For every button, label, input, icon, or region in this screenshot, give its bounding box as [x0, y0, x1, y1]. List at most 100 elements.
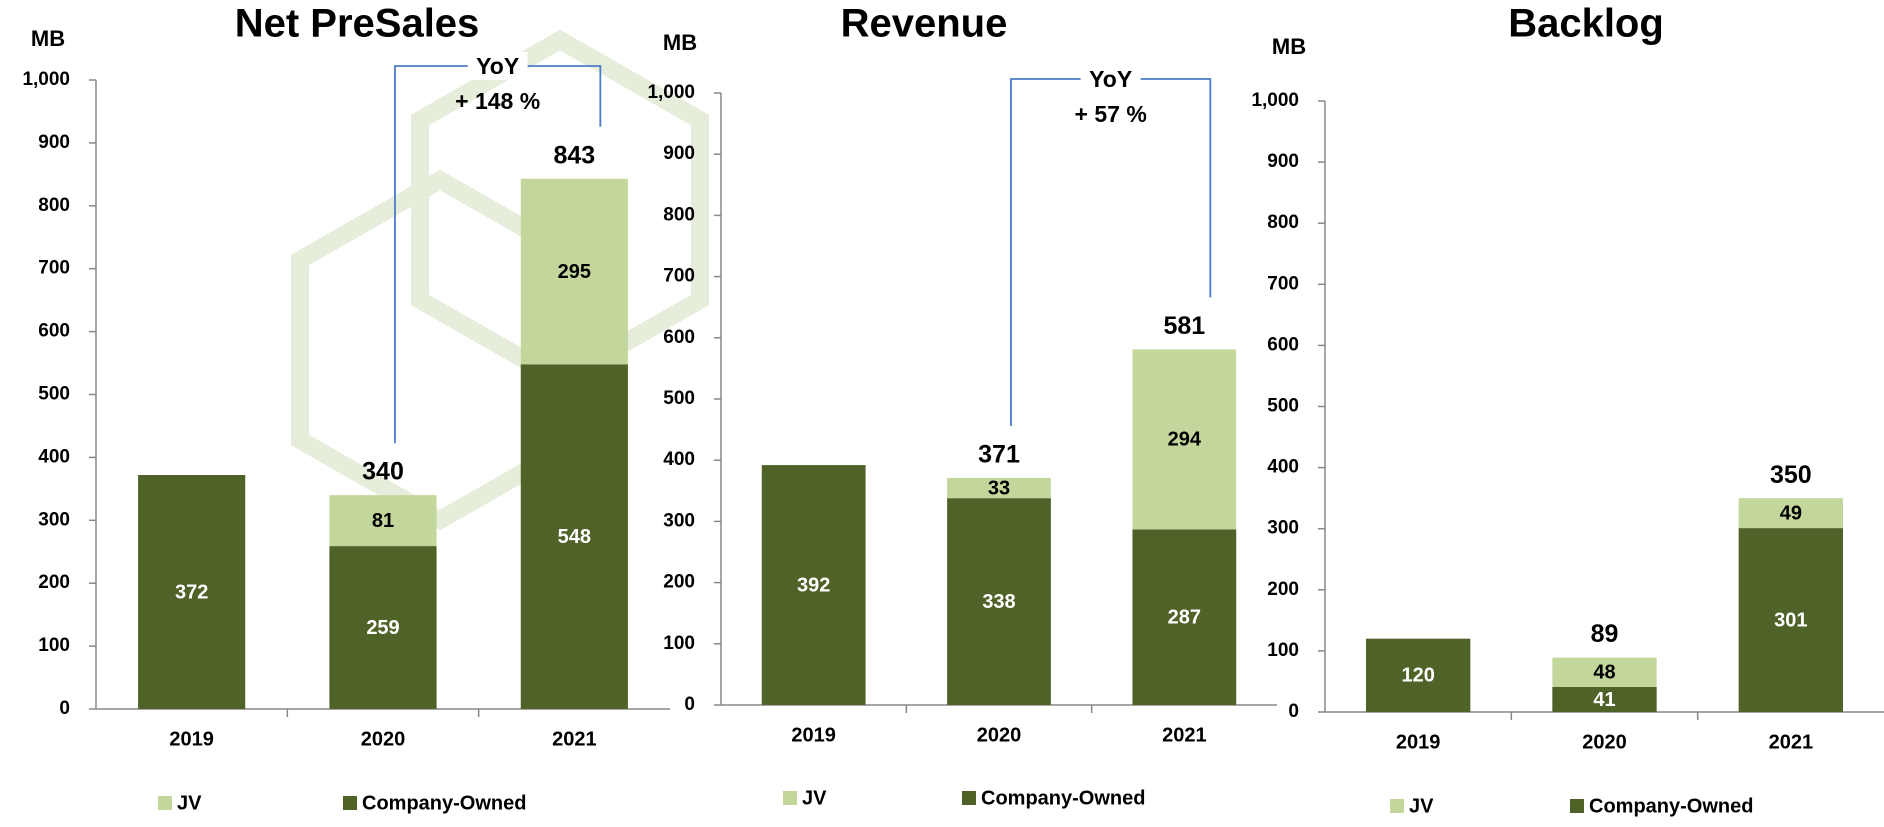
y-tick-label: 300	[663, 510, 695, 531]
bar-value-label: 392	[797, 574, 830, 596]
bar-value-label: 41	[1593, 689, 1615, 711]
y-tick-label: 400	[1267, 457, 1299, 478]
bar-segment	[520, 178, 628, 365]
y-tick-label: 600	[663, 327, 695, 348]
bar-value-label: 120	[1401, 665, 1434, 687]
y-tick-label: 900	[663, 143, 695, 164]
bar-segment	[1552, 657, 1657, 687]
x-tick-label: 2019	[169, 728, 214, 750]
yoy-bg	[1080, 65, 1141, 93]
y-tick-label: 500	[663, 388, 695, 409]
total-label: 89	[1591, 620, 1619, 648]
bar-segment	[1132, 529, 1237, 705]
bar-value-label: 338	[982, 591, 1015, 613]
y-tick-label: 900	[1267, 151, 1299, 172]
y-tick-label: 300	[1267, 518, 1299, 539]
yoy-annotation: + 148 %	[455, 88, 540, 114]
x-tick-label: 2020	[361, 728, 406, 750]
bar-value-label: 548	[558, 526, 591, 548]
total-label: 581	[1163, 312, 1205, 340]
legend-label: JV	[802, 787, 827, 809]
bar-value-label: 295	[558, 261, 591, 283]
legend-swatch	[343, 796, 357, 810]
y-tick-label: 200	[38, 572, 70, 593]
chart-title: Backlog	[1508, 2, 1664, 46]
y-tick-label: 500	[38, 384, 70, 405]
x-tick-label: 2019	[791, 724, 836, 746]
y-tick-label: 0	[1288, 701, 1299, 722]
y-axis-label: MB	[31, 26, 65, 51]
legend-swatch	[1390, 799, 1404, 813]
bar-value-label: 48	[1593, 662, 1615, 684]
bar-value-label: 259	[366, 617, 399, 639]
y-tick-label: 700	[38, 258, 70, 279]
legend-swatch	[962, 791, 976, 805]
chart-title: Net PreSales	[235, 2, 480, 46]
y-tick-label: 300	[38, 509, 70, 530]
bar-value-label: 294	[1168, 429, 1202, 451]
bar-segment	[1738, 498, 1844, 529]
legend-swatch	[158, 796, 172, 810]
y-axis-label: MB	[663, 30, 697, 55]
bar-value-label: 33	[988, 477, 1010, 499]
y-tick-label: 400	[38, 446, 70, 467]
bar-value-label: 287	[1168, 606, 1201, 628]
bar-segment	[761, 465, 866, 705]
y-tick-label: 900	[38, 132, 70, 153]
y-tick-label: 100	[38, 635, 70, 656]
bar-segment	[1738, 528, 1844, 712]
bar-segment	[1552, 686, 1657, 712]
y-tick-label: 0	[684, 694, 695, 715]
bar-segment	[1365, 638, 1471, 712]
yoy-annotation: YoY	[1089, 66, 1132, 92]
x-tick-label: 2020	[1582, 731, 1627, 753]
legend-label: Company-Owned	[362, 792, 526, 814]
bar-segment	[329, 495, 437, 547]
y-tick-label: 800	[38, 195, 70, 216]
bar-value-label: 372	[175, 581, 208, 603]
y-tick-label: 1,000	[647, 82, 695, 103]
y-tick-label: 700	[663, 266, 695, 287]
total-label: 350	[1770, 461, 1812, 489]
bar-segment	[329, 546, 437, 709]
yoy-annotation: YoY	[476, 53, 519, 79]
bar-value-label: 301	[1774, 609, 1807, 631]
x-tick-label: 2021	[1769, 731, 1814, 753]
bar-segment	[947, 498, 1051, 705]
legend-label: JV	[177, 792, 202, 814]
bar-segment	[947, 477, 1051, 499]
legend-label: JV	[1409, 795, 1434, 817]
y-tick-label: 200	[663, 572, 695, 593]
x-tick-label: 2020	[977, 724, 1022, 746]
total-label: 843	[553, 141, 595, 169]
y-tick-label: 500	[1267, 396, 1299, 417]
legend-swatch	[1570, 799, 1584, 813]
chart-title: Revenue	[841, 2, 1008, 46]
y-tick-label: 100	[663, 633, 695, 654]
y-tick-label: 200	[1267, 579, 1299, 600]
y-tick-label: 600	[1267, 334, 1299, 355]
y-tick-label: 1,000	[1251, 90, 1299, 111]
x-tick-label: 2021	[1162, 724, 1207, 746]
y-axis-label: MB	[1272, 34, 1306, 59]
bar-segment	[138, 475, 246, 709]
bar-segment	[520, 364, 628, 709]
legend-swatch	[783, 791, 797, 805]
y-tick-label: 700	[1267, 273, 1299, 294]
y-tick-label: 800	[663, 204, 695, 225]
legend-label: Company-Owned	[981, 787, 1145, 809]
yoy-annotation: + 57 %	[1075, 101, 1147, 127]
y-tick-label: 1,000	[22, 69, 70, 90]
total-label: 340	[362, 458, 404, 486]
y-tick-label: 800	[1267, 212, 1299, 233]
bar-segment	[1132, 349, 1237, 530]
legend-label: Company-Owned	[1589, 795, 1753, 817]
y-tick-label: 100	[1267, 640, 1299, 661]
y-tick-label: 400	[663, 449, 695, 470]
y-tick-label: 0	[59, 698, 70, 719]
bar-value-label: 81	[372, 510, 394, 532]
bar-value-label: 49	[1780, 502, 1802, 524]
yoy-bg	[467, 52, 528, 80]
total-label: 371	[978, 441, 1020, 469]
